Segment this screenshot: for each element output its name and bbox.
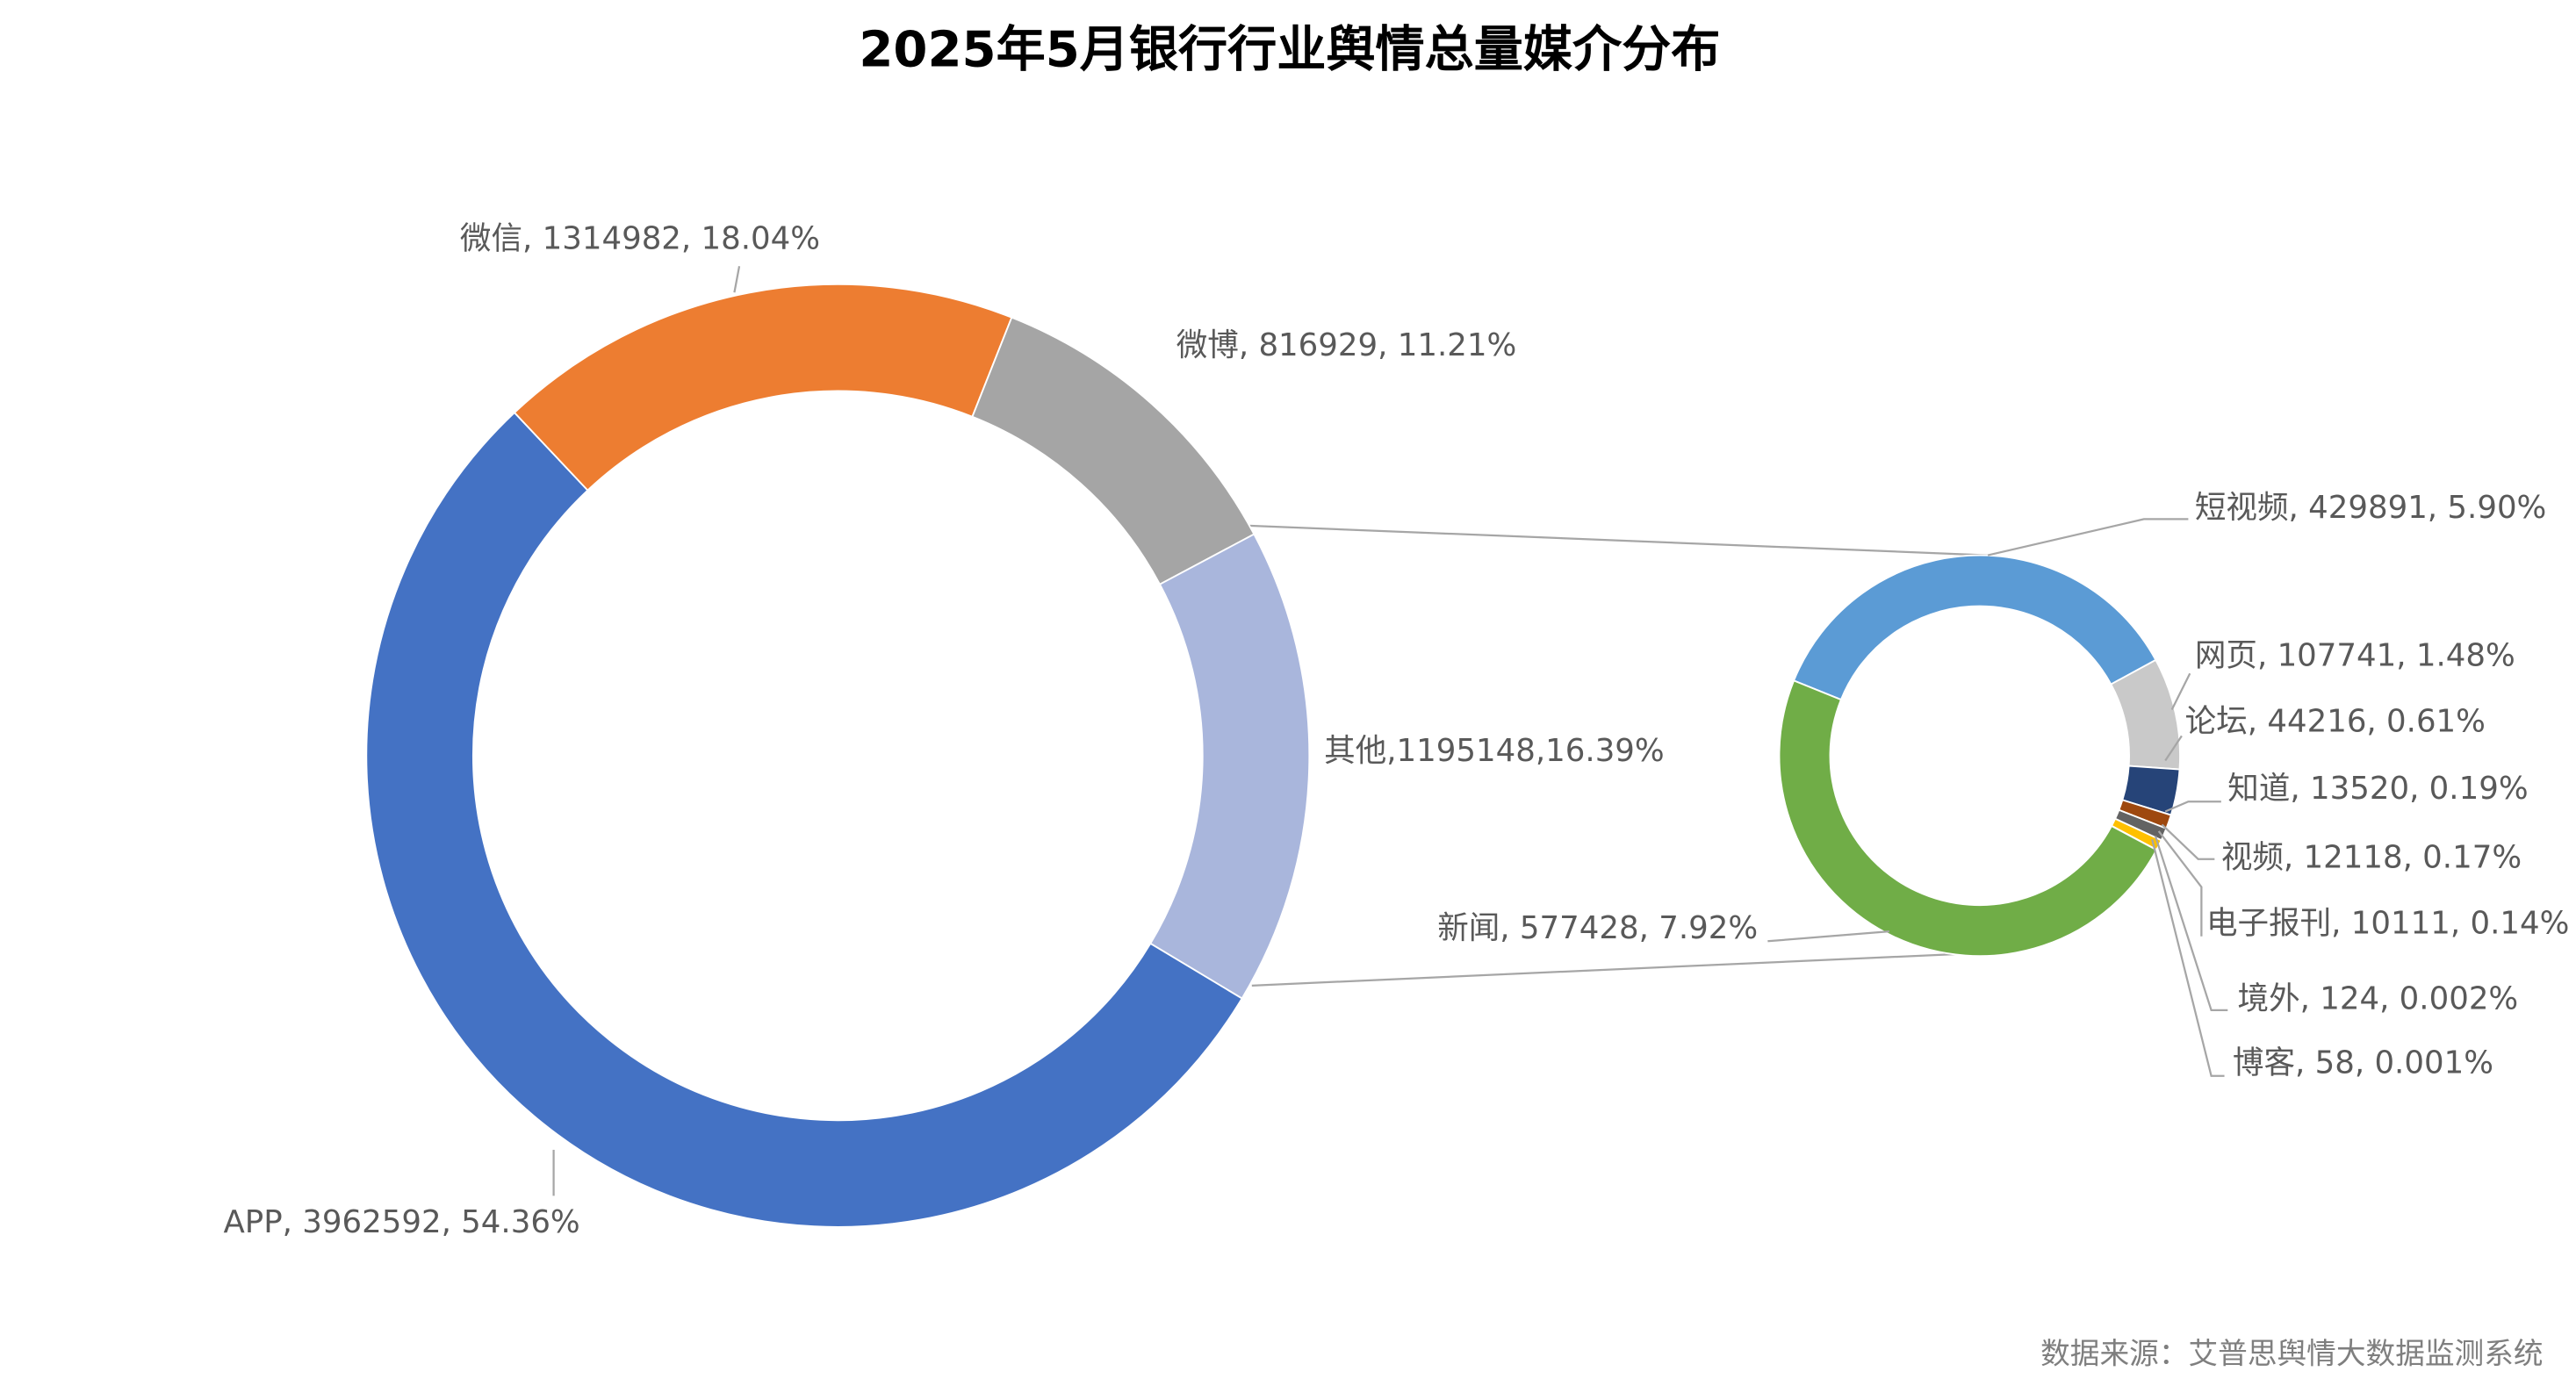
data-label: 网页, 107741, 1.48% bbox=[2195, 638, 2515, 674]
data-label: 电子报刊, 10111, 0.14% bbox=[2206, 906, 2569, 942]
data-label: APP, 3962592, 54.36% bbox=[223, 1204, 579, 1240]
data-label: 论坛, 44216, 0.61% bbox=[2185, 703, 2486, 739]
leader-line bbox=[2164, 735, 2183, 762]
data-label: 博客, 58, 0.001% bbox=[2233, 1045, 2493, 1081]
data-label: 境外, 124, 0.002% bbox=[2238, 981, 2519, 1017]
connector-line bbox=[1248, 524, 1989, 556]
connector-line bbox=[1251, 951, 1989, 987]
data-label: 短视频, 429891, 5.90% bbox=[2195, 490, 2546, 526]
doughnut-slice bbox=[513, 283, 1013, 492]
leader-line bbox=[2170, 672, 2191, 710]
leader-line bbox=[2154, 836, 2228, 1012]
doughnut-slice bbox=[1149, 533, 1311, 1000]
data-label: 视频, 12118, 0.17% bbox=[2221, 840, 2522, 876]
data-label: 其他,1195148,16.39% bbox=[1324, 733, 1665, 769]
doughnut-slice bbox=[1792, 554, 2157, 701]
chart-title: 2025年5月银行行业舆情总量媒介分布 bbox=[859, 22, 1720, 79]
leader-line bbox=[2151, 839, 2225, 1077]
doughnut-slice bbox=[365, 411, 1243, 1228]
leader-line bbox=[2161, 823, 2215, 860]
leader-line bbox=[1767, 930, 1889, 943]
data-label: 新闻, 577428, 7.92% bbox=[1437, 910, 1758, 946]
leader-line bbox=[2164, 801, 2221, 813]
leader-line bbox=[1987, 518, 2189, 556]
data-label: 微博, 816929, 11.21% bbox=[1176, 327, 1517, 363]
doughnut-slice bbox=[1778, 679, 2158, 958]
source-note: 数据来源：艾普思舆情大数据监测系统 bbox=[2040, 1336, 2543, 1370]
leader-line bbox=[733, 266, 741, 293]
leader-line bbox=[2157, 830, 2203, 937]
data-label: 知道, 13520, 0.19% bbox=[2227, 771, 2528, 807]
data-label: 微信, 1314982, 18.04% bbox=[460, 220, 820, 256]
